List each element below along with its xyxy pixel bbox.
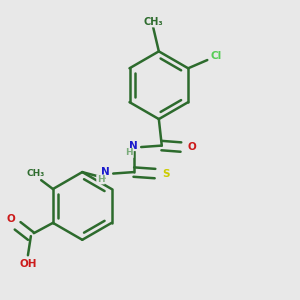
Text: Cl: Cl xyxy=(211,51,222,61)
Text: N: N xyxy=(129,141,138,151)
Text: CH₃: CH₃ xyxy=(143,17,163,27)
Text: H: H xyxy=(97,175,104,184)
Text: O: O xyxy=(188,142,197,152)
Text: S: S xyxy=(162,169,169,178)
Text: N: N xyxy=(101,167,110,177)
Text: OH: OH xyxy=(19,259,37,269)
Text: H: H xyxy=(126,148,133,158)
Text: CH₃: CH₃ xyxy=(26,169,44,178)
Text: O: O xyxy=(7,214,16,224)
